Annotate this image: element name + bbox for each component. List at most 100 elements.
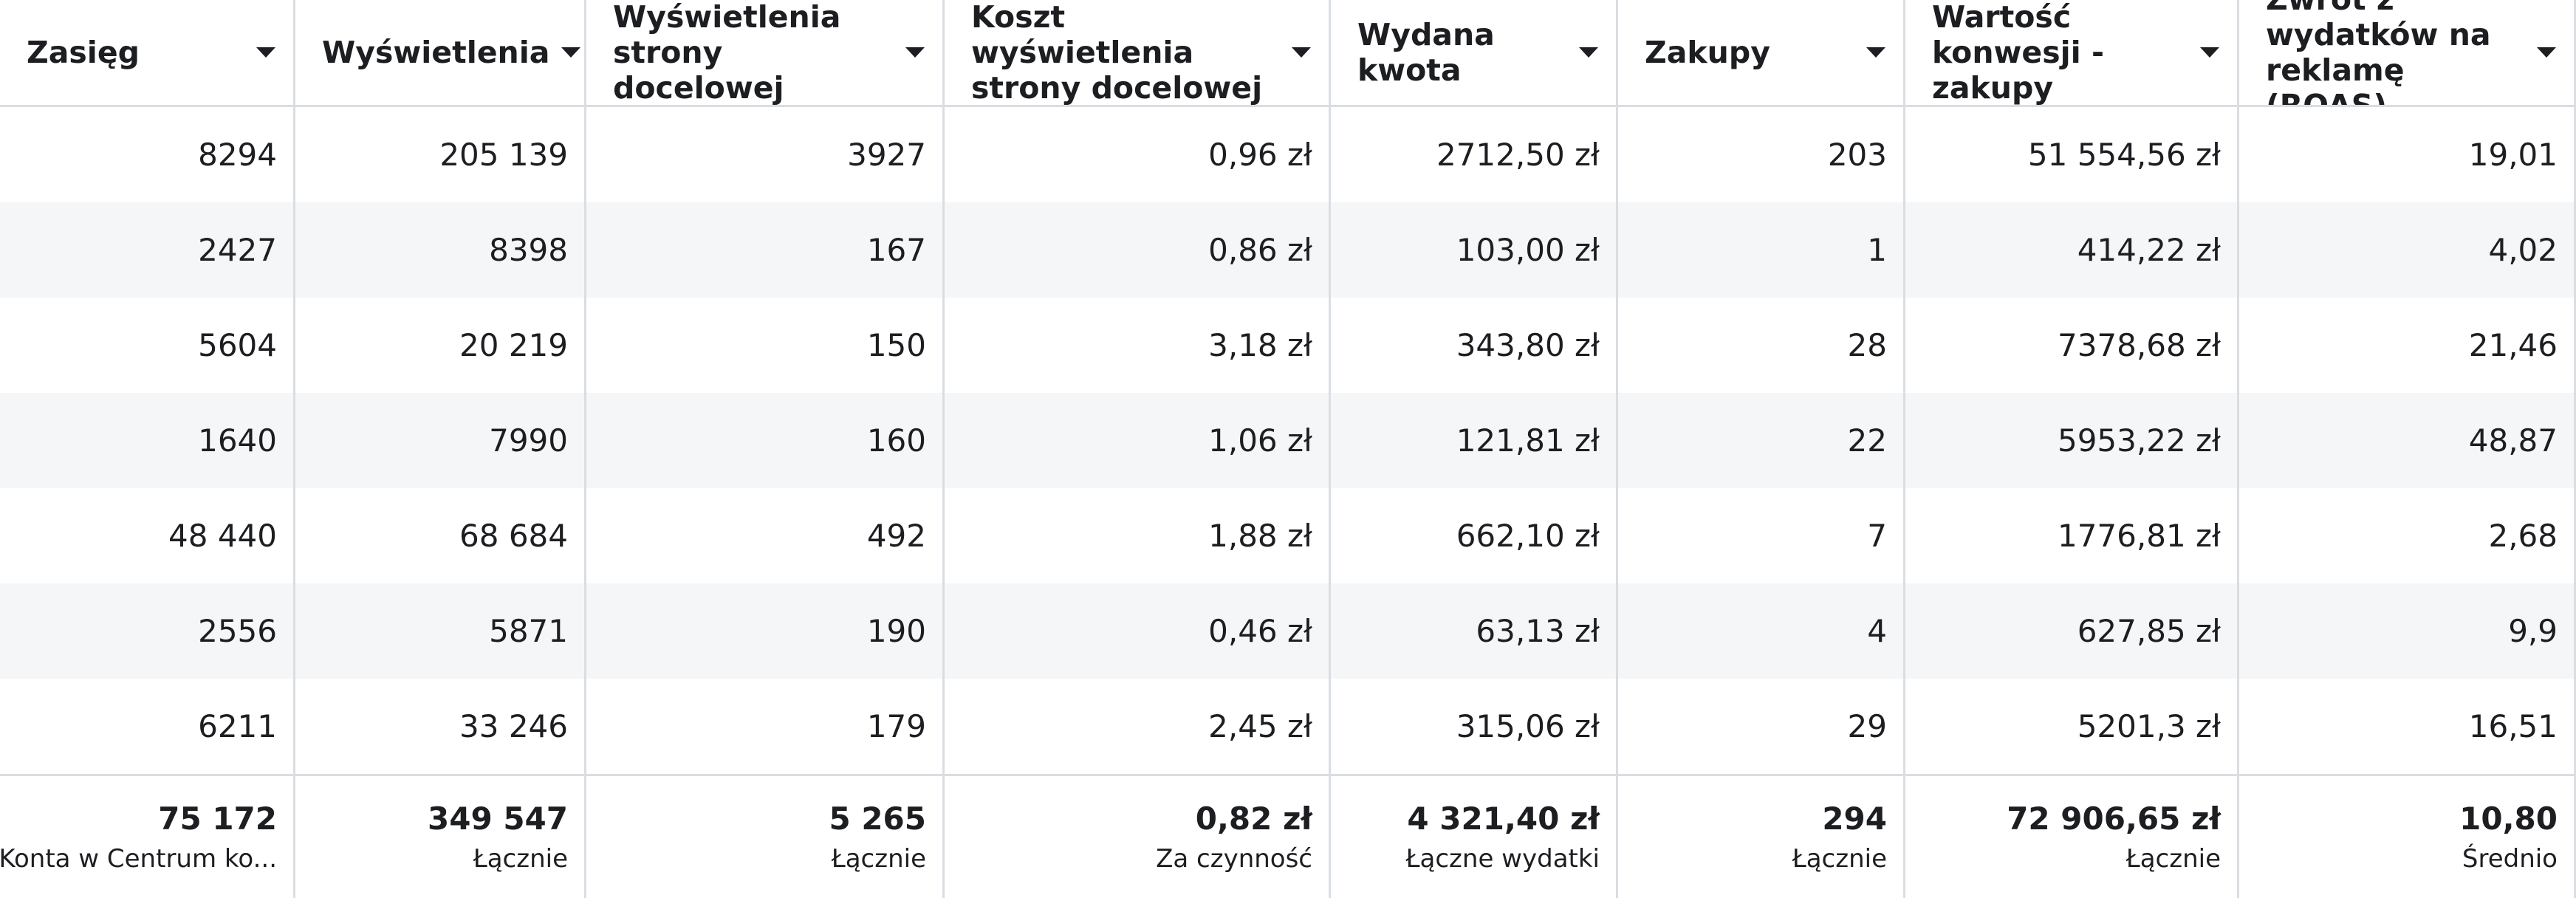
table-cell: 68 684 [295,488,586,583]
header-label: Wydana kwota [1357,17,1495,88]
table-cell: 5871 [295,583,586,679]
table-row: 1640 7990 160 1,06 zł 121,81 zł 22 5953,22 zł 4… [0,393,2576,488]
column-header[interactable]: Wartość konwesji - zakupy [1905,0,2239,107]
sort-dropdown-icon[interactable] [1866,47,1885,58]
table-row: 2556 5871 190 0,46 zł 63,13 zł 4 627,85 zł 9,9 [0,583,2576,679]
table-cell: 0,86 zł [945,202,1331,298]
column-header[interactable]: Wyświetlenia strony docelowej [586,0,945,107]
total-cell: 4 321,40 zł Łączne wydatki [1331,776,1618,898]
total-cell: 349 547 Łącznie [295,776,586,898]
total-value: 10,80 [2459,801,2558,837]
header-label: Zasięg [27,35,140,70]
header-label: Wyświetlenia [322,35,550,70]
table-cell: 2556 [0,583,295,679]
total-cell: 5 265 Łącznie [586,776,945,898]
table-cell: 5201,3 zł [1905,679,2239,774]
table-cell: 2,45 zł [945,679,1331,774]
table-cell: 22 [1618,393,1905,488]
header-label: Wartość konwesji - zakupy [1932,0,2105,106]
total-label: Łącznie [831,844,926,874]
total-cell: 75 172 Konta w Centrum ko... [0,776,295,898]
sort-dropdown-icon[interactable] [905,47,925,58]
table-cell: 51 554,56 zł [1905,107,2239,202]
column-header[interactable]: Wydana kwota [1331,0,1618,107]
total-label: Łączne wydatki [1405,844,1600,874]
sort-dropdown-icon[interactable] [2537,47,2556,58]
table-cell: 5604 [0,298,295,393]
table-cell: 121,81 zł [1331,393,1618,488]
table-cell: 1640 [0,393,295,488]
total-value: 294 [1822,801,1887,837]
table-cell: 33 246 [295,679,586,774]
table-cell: 205 139 [295,107,586,202]
table-cell: 21,46 [2239,298,2576,393]
column-header[interactable]: Koszt wyświetlenia strony docelowej [945,0,1331,107]
header-row: Zasięg Wyświetlenia Wyświetlenia strony do… [0,0,2576,107]
column-header[interactable]: Wyświetlenia [295,0,586,107]
column-header[interactable]: Zakupy [1618,0,1905,107]
table-cell: 1,06 zł [945,393,1331,488]
total-cell: 0,82 zł Za czynność [945,776,1331,898]
table-cell: 8398 [295,202,586,298]
total-label: Łącznie [473,844,568,874]
table-cell: 1776,81 zł [1905,488,2239,583]
table-cell: 627,85 zł [1905,583,2239,679]
table-cell: 29 [1618,679,1905,774]
sort-dropdown-icon[interactable] [2200,47,2219,58]
table-cell: 8294 [0,107,295,202]
table-cell: 48 440 [0,488,295,583]
table-cell: 1,88 zł [945,488,1331,583]
table-row: 48 440 68 684 492 1,88 zł 662,10 zł 7 1776,81 … [0,488,2576,583]
total-value: 72 906,65 zł [2007,801,2221,837]
table-cell: 2,68 [2239,488,2576,583]
table-cell: 28 [1618,298,1905,393]
table-cell: 167 [586,202,945,298]
table-row: 8294 205 139 3927 0,96 zł 2712,50 zł 203 51 55… [0,107,2576,202]
table-cell: 1 [1618,202,1905,298]
table-cell: 315,06 zł [1331,679,1618,774]
total-label: Średnio [2462,844,2558,874]
header-label: Koszt wyświetlenia strony docelowej [971,0,1263,106]
table-cell: 3,18 zł [945,298,1331,393]
table-cell: 492 [586,488,945,583]
table-cell: 7990 [295,393,586,488]
table-row: 2427 8398 167 0,86 zł 103,00 zł 1 414,22 zł 4,0… [0,202,2576,298]
sort-dropdown-icon[interactable] [256,47,275,58]
total-cell: 10,80 Średnio [2239,776,2576,898]
table-cell: 7378,68 zł [1905,298,2239,393]
total-value: 0,82 zł [1195,801,1312,837]
total-value: 5 265 [829,801,926,837]
table-cell: 343,80 zł [1331,298,1618,393]
table-cell: 0,96 zł [945,107,1331,202]
table-cell: 190 [586,583,945,679]
total-cell: 72 906,65 zł Łącznie [1905,776,2239,898]
table-cell: 662,10 zł [1331,488,1618,583]
total-value: 75 172 [158,801,277,837]
table-cell: 4 [1618,583,1905,679]
table-cell: 3927 [586,107,945,202]
table-cell: 414,22 zł [1905,202,2239,298]
column-header[interactable]: Zwrot z wydatków na reklamę (ROAS) [2239,0,2576,107]
total-value: 349 547 [428,801,568,837]
column-header[interactable]: Zasięg [0,0,295,107]
table-cell: 203 [1618,107,1905,202]
table-row: 5604 20 219 150 3,18 zł 343,80 zł 28 7378,68 z… [0,298,2576,393]
sort-dropdown-icon[interactable] [561,47,581,58]
table-cell: 2712,50 zł [1331,107,1618,202]
table-row: 6211 33 246 179 2,45 zł 315,06 zł 29 5201,3 zł… [0,679,2576,774]
total-label: Łącznie [2125,844,2221,874]
total-label: Konta w Centrum ko... [0,844,277,874]
total-value: 4 321,40 zł [1407,801,1600,837]
table-cell: 7 [1618,488,1905,583]
table-cell: 179 [586,679,945,774]
table-cell: 2427 [0,202,295,298]
table-cell: 6211 [0,679,295,774]
table-cell: 48,87 [2239,393,2576,488]
sort-dropdown-icon[interactable] [1292,47,1311,58]
table-cell: 9,9 [2239,583,2576,679]
sort-dropdown-icon[interactable] [1579,47,1598,58]
header-label: Zwrot z wydatków na reklamę (ROAS) [2266,0,2491,107]
header-label: Zakupy [1645,35,1770,70]
table-cell: 19,01 [2239,107,2576,202]
